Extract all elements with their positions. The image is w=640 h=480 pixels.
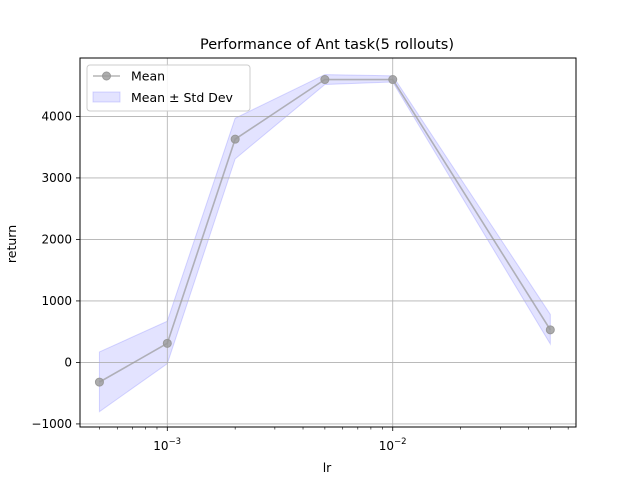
- mean-point: [320, 75, 330, 85]
- mean-line: [99, 78, 551, 383]
- legend: Mean Mean ± Std Dev: [86, 64, 251, 112]
- x-tick-label-base: 10: [153, 439, 168, 453]
- y-tick-label: −1000: [31, 417, 72, 431]
- x-axis-label: lr: [323, 460, 332, 475]
- legend-band-swatch: [92, 91, 121, 103]
- y-tick-label: 3000: [41, 171, 72, 185]
- y-tick-label: 2000: [41, 232, 72, 246]
- y-tick-label: 4000: [41, 109, 72, 123]
- mean-point: [545, 325, 555, 335]
- legend-mean-swatch-marker: [102, 71, 111, 81]
- x-tick-label: 10−3: [153, 437, 181, 453]
- x-tick-label-exponent: −2: [394, 437, 407, 447]
- legend-mean-label: Mean: [131, 69, 165, 84]
- y-tick-label: 0: [64, 355, 72, 369]
- mean-point: [388, 75, 398, 85]
- mean-point: [162, 338, 172, 348]
- mean-point: [94, 377, 104, 387]
- y-tick-label: 1000: [41, 294, 72, 308]
- legend-frame: [86, 64, 251, 112]
- axes-frame: [79, 57, 577, 428]
- legend-band-label: Mean ± Std Dev: [131, 90, 234, 105]
- x-tick-label-base: 10: [379, 439, 394, 453]
- x-tick-label: 10−2: [379, 437, 407, 453]
- chart-title: Performance of Ant task(5 rollouts): [200, 37, 454, 53]
- y-axis-label: return: [4, 225, 19, 263]
- mean-point: [230, 134, 240, 144]
- x-tick-label-exponent: −3: [169, 437, 182, 447]
